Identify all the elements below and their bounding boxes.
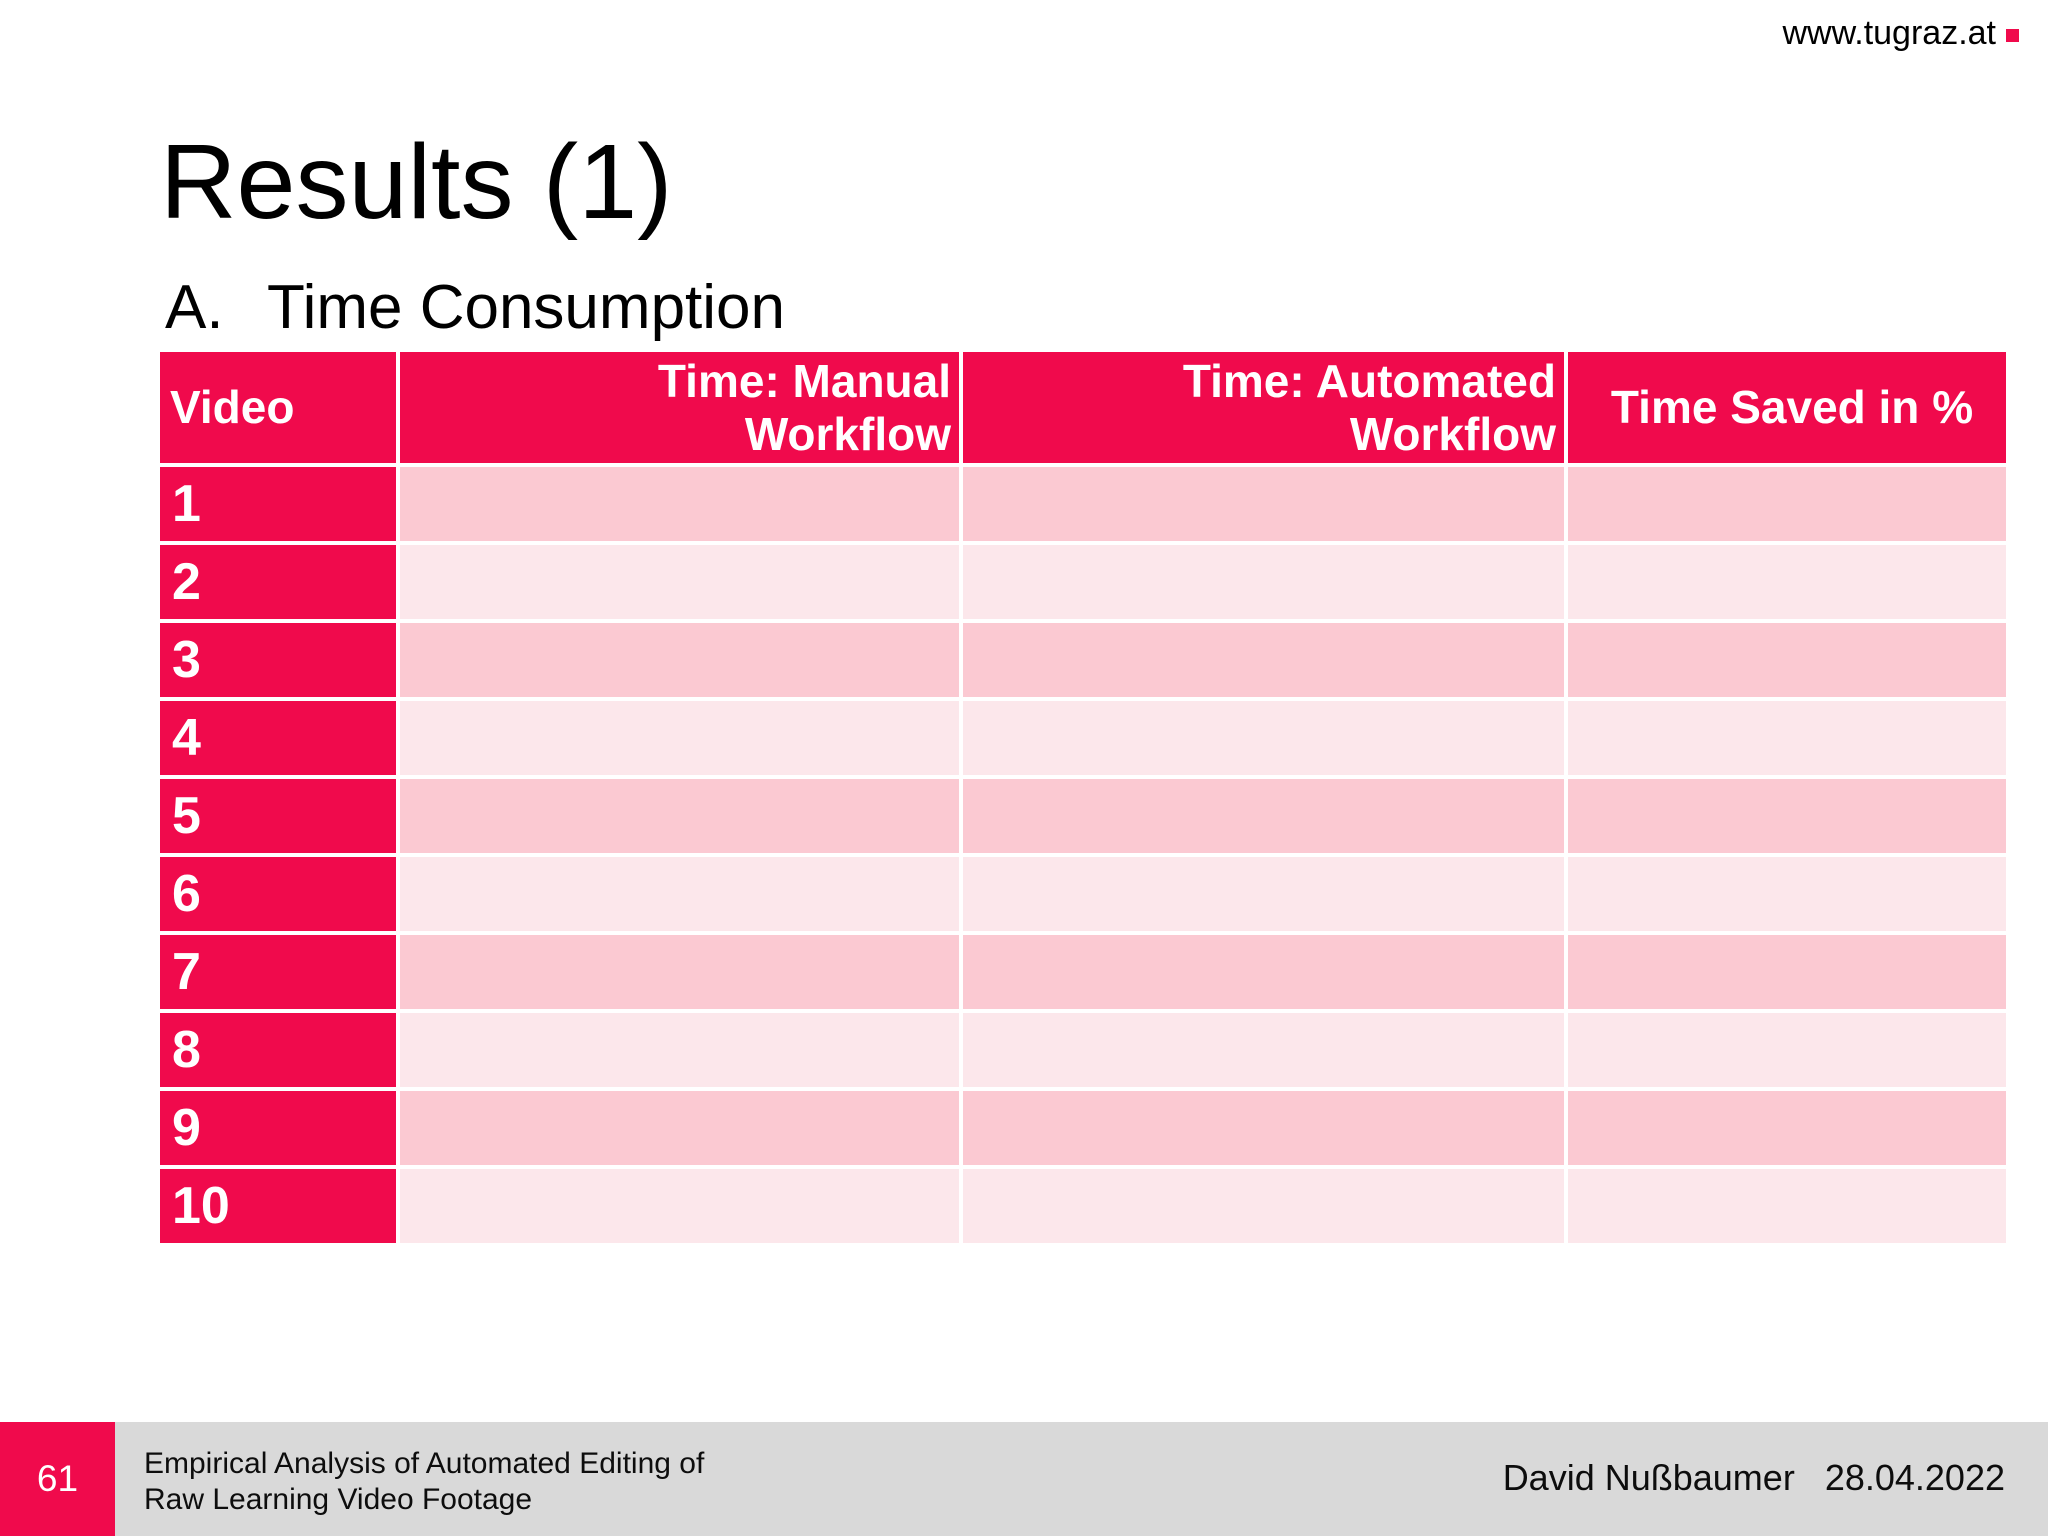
row-1-manual-cell <box>400 467 959 541</box>
header-cell-video: Video <box>160 352 396 463</box>
footer-presentation-title: Empirical Analysis of Automated Editing … <box>144 1447 705 1516</box>
row-1-automated-cell <box>963 467 1564 541</box>
row-2-saved-cell <box>1568 545 2006 619</box>
row-4-video-cell: 4 <box>160 701 396 775</box>
footer-credit: David Nußbaumer 28.04.2022 <box>1503 1457 2005 1499</box>
row-6-automated-cell <box>963 857 1564 931</box>
header-cell-manual-workflow: Time: Manual Workflow <box>400 352 959 463</box>
row-8-saved-cell <box>1568 1013 2006 1087</box>
row-6-video-cell: 6 <box>160 857 396 931</box>
row-5-saved-cell <box>1568 779 2006 853</box>
row-4-automated-cell <box>963 701 1564 775</box>
row-10-saved-cell <box>1568 1169 2006 1243</box>
row-3-automated-cell <box>963 623 1564 697</box>
row-3-manual-cell <box>400 623 959 697</box>
row-2-automated-cell <box>963 545 1564 619</box>
row-8-automated-cell <box>963 1013 1564 1087</box>
row-5-automated-cell <box>963 779 1564 853</box>
footer-author: David Nußbaumer <box>1502 1457 1795 1498</box>
row-7-manual-cell <box>400 935 959 1009</box>
row-7-saved-cell <box>1568 935 2006 1009</box>
row-5-manual-cell <box>400 779 959 853</box>
row-3-video-cell: 3 <box>160 623 396 697</box>
row-6-manual-cell <box>400 857 959 931</box>
header-cell-automated-workflow: Time: Automated Workflow <box>963 352 1564 463</box>
row-9-video-cell: 9 <box>160 1091 396 1165</box>
row-9-automated-cell <box>963 1091 1564 1165</box>
slide-title: Results (1) <box>160 123 673 241</box>
footer-date: 28.04.2022 <box>1824 1457 2005 1498</box>
logo-red-square-icon <box>2006 29 2019 42</box>
row-9-manual-cell <box>400 1091 959 1165</box>
row-10-manual-cell <box>400 1169 959 1243</box>
page-number: 61 <box>0 1422 115 1536</box>
row-3-saved-cell <box>1568 623 2006 697</box>
row-7-automated-cell <box>963 935 1564 1009</box>
row-2-manual-cell <box>400 545 959 619</box>
row-2-video-cell: 2 <box>160 545 396 619</box>
tugraz-url-text: www.tugraz.at <box>1782 14 1996 52</box>
row-4-manual-cell <box>400 701 959 775</box>
row-9-saved-cell <box>1568 1091 2006 1165</box>
results-table: Video Time: Manual Workflow Time: Automa… <box>160 352 2006 1243</box>
slide-subtitle: A. Time Consumption <box>165 272 785 343</box>
row-6-saved-cell <box>1568 857 2006 931</box>
row-1-video-cell: 1 <box>160 467 396 541</box>
row-7-video-cell: 7 <box>160 935 396 1009</box>
row-4-saved-cell <box>1568 701 2006 775</box>
subtitle-text: Time Consumption <box>267 273 786 342</box>
row-8-manual-cell <box>400 1013 959 1087</box>
footer-bar <box>0 1422 2048 1536</box>
row-8-video-cell: 8 <box>160 1013 396 1087</box>
row-5-video-cell: 5 <box>160 779 396 853</box>
row-1-saved-cell <box>1568 467 2006 541</box>
tugraz-logo: www.tugraz.at <box>1782 14 2019 53</box>
subtitle-index: A. <box>165 273 224 342</box>
header-cell-time-saved: Time Saved in % <box>1568 352 2006 463</box>
row-10-automated-cell <box>963 1169 1564 1243</box>
row-10-video-cell: 10 <box>160 1169 396 1243</box>
